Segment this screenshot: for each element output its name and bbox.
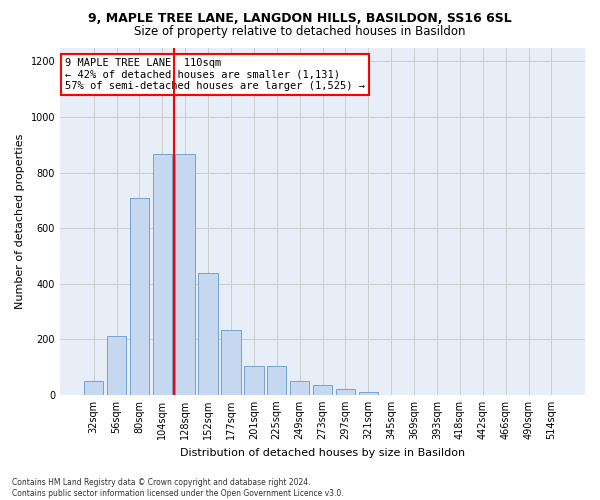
Bar xyxy=(199,272,218,395)
Y-axis label: Number of detached properties: Number of detached properties xyxy=(15,134,25,309)
Text: 9, MAPLE TREE LANE, LANGDON HILLS, BASILDON, SS16 6SL: 9, MAPLE TREE LANE, LANGDON HILLS, BASIL… xyxy=(88,12,512,26)
X-axis label: Distribution of detached houses by size in Basildon: Distribution of detached houses by size … xyxy=(180,448,465,458)
Bar xyxy=(335,388,355,395)
Text: 9 MAPLE TREE LANE: 110sqm
← 42% of detached houses are smaller (1,131)
57% of se: 9 MAPLE TREE LANE: 110sqm ← 42% of detac… xyxy=(65,58,365,91)
Bar xyxy=(84,382,103,395)
Text: Contains HM Land Registry data © Crown copyright and database right 2024.
Contai: Contains HM Land Registry data © Crown c… xyxy=(12,478,344,498)
Bar xyxy=(244,366,263,395)
Bar xyxy=(107,336,126,395)
Bar xyxy=(267,366,286,395)
Bar xyxy=(152,154,172,395)
Bar xyxy=(221,330,241,395)
Bar xyxy=(290,382,310,395)
Text: Size of property relative to detached houses in Basildon: Size of property relative to detached ho… xyxy=(134,25,466,38)
Bar xyxy=(313,385,332,395)
Bar xyxy=(359,392,378,395)
Bar xyxy=(130,198,149,395)
Bar xyxy=(175,154,195,395)
